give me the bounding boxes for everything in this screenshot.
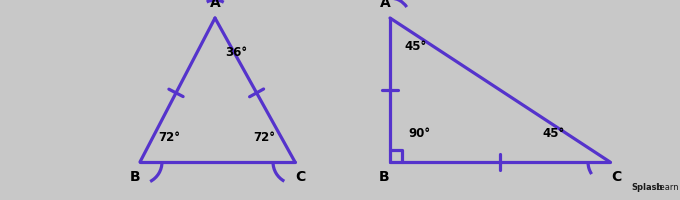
Text: C: C [611,170,621,184]
Text: 36°: 36° [225,46,247,59]
Text: C: C [295,170,305,184]
Text: 90°: 90° [408,127,430,140]
Text: B: B [130,170,140,184]
Text: 45°: 45° [542,127,564,140]
Text: Learn: Learn [655,183,679,192]
Text: A: A [209,0,220,10]
Text: 72°: 72° [158,131,180,144]
Text: 72°: 72° [253,131,275,144]
Text: A: A [379,0,390,10]
Text: Splash: Splash [631,183,662,192]
Text: B: B [379,170,390,184]
Text: 45°: 45° [404,40,426,53]
